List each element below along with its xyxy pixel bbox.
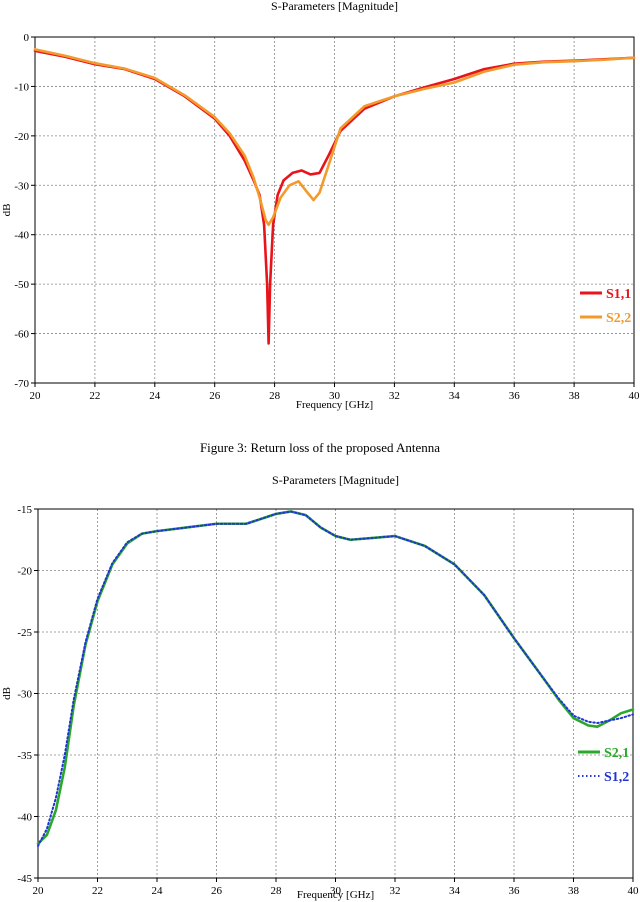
x-tick-label: 26 <box>209 390 221 402</box>
y-tick-label: -45 <box>17 873 32 885</box>
return-loss-chart: S-Parameters [Magnitude] 20 22 24 26 28 30 32 34… <box>1 0 640 411</box>
y-tick-label: -25 <box>17 627 32 639</box>
legend-label: S1,2 <box>604 770 629 785</box>
y-tick-label: -20 <box>17 566 32 578</box>
legend-label: S2,1 <box>604 746 629 761</box>
x-tick-label: 22 <box>89 390 100 402</box>
legend-label: S2,2 <box>606 311 631 326</box>
y-tick-label: -70 <box>14 378 29 390</box>
x-tick-label: 38 <box>568 885 580 897</box>
x-tick-label: 20 <box>33 885 45 897</box>
series-line-S2-2 <box>33 48 636 227</box>
x-axis-label: Frequency [GHz] <box>296 399 373 411</box>
chart-title: S-Parameters [Magnitude] <box>271 0 398 13</box>
y-tick-label: -10 <box>14 81 29 93</box>
x-tick-label: 30 <box>329 390 341 402</box>
series-line-S1-2 <box>37 510 634 848</box>
x-tick-label: 24 <box>152 885 164 897</box>
figure-caption: Figure 3: Return loss of the proposed An… <box>199 440 441 455</box>
x-tick-label: 32 <box>390 885 401 897</box>
y-tick-label: 0 <box>24 32 30 44</box>
x-tick-label: 36 <box>509 390 521 402</box>
x-tick-label: 26 <box>211 885 223 897</box>
x-tick-label: 40 <box>629 390 640 402</box>
y-tick-label: -35 <box>17 750 32 762</box>
y-tick-label: -60 <box>14 329 29 341</box>
x-tick-label: 24 <box>149 390 161 402</box>
y-tick-label: -50 <box>14 279 29 291</box>
x-tick-label: 28 <box>269 390 281 402</box>
chart-title: S-Parameters [Magnitude] <box>272 473 399 487</box>
y-tick-label: -20 <box>14 131 29 143</box>
x-tick-label: 40 <box>628 885 640 897</box>
x-tick-label: 38 <box>569 390 581 402</box>
x-tick-label: 28 <box>271 885 283 897</box>
x-tick-label: 34 <box>449 885 461 897</box>
y-tick-label: -40 <box>14 230 29 242</box>
y-axis-label: dB <box>1 204 13 217</box>
x-tick-label: 36 <box>509 885 521 897</box>
x-tick-label: 34 <box>449 390 461 402</box>
y-tick-label: -40 <box>17 812 32 824</box>
legend-label: S1,1 <box>606 287 631 302</box>
x-tick-label: 32 <box>389 390 400 402</box>
y-axis-label: dB <box>1 687 13 700</box>
y-tick-label: -30 <box>14 180 29 192</box>
y-tick-label: -15 <box>17 504 32 516</box>
y-tick-label: -30 <box>17 689 32 701</box>
x-tick-label: 30 <box>330 885 342 897</box>
x-tick-label: 22 <box>92 885 103 897</box>
x-tick-label: 20 <box>30 390 42 402</box>
transmission-chart: S-Parameters [Magnitude] 20 22 24 26 28 30 32 34… <box>1 473 640 901</box>
x-axis-label: Frequency [GHz] <box>297 889 374 901</box>
